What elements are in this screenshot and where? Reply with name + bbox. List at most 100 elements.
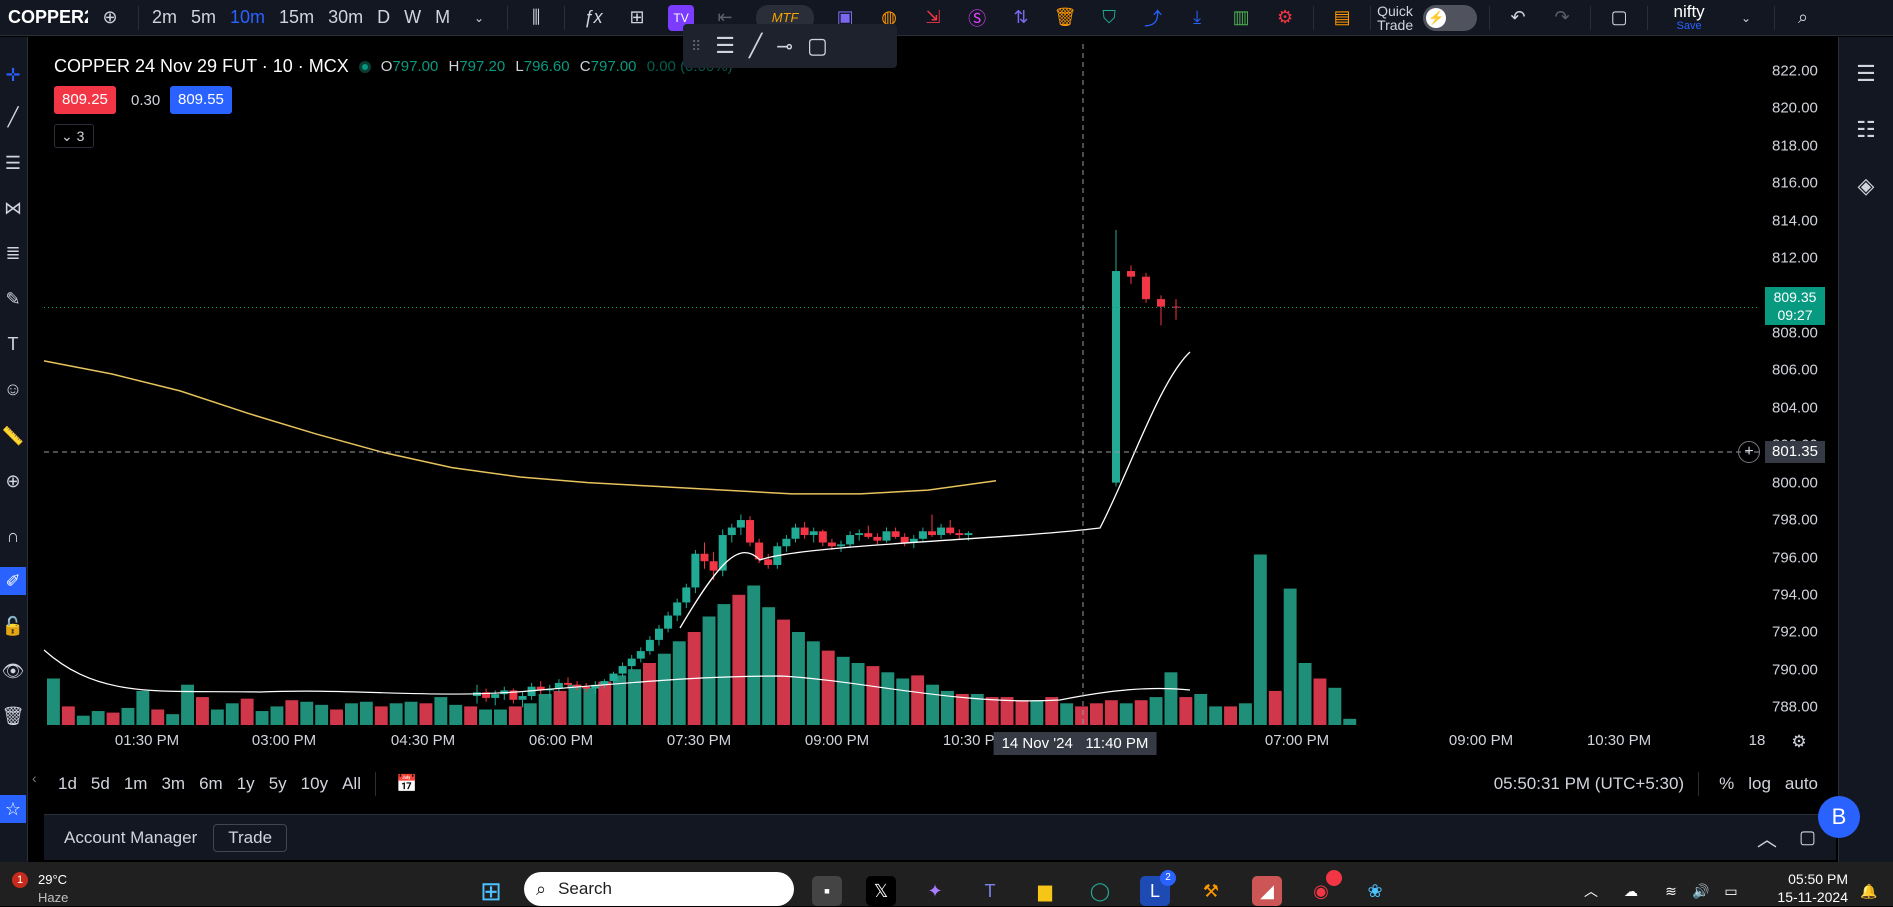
favorites-star-icon[interactable]: ☆: [0, 795, 26, 823]
crosshair-icon[interactable]: ✛: [5, 64, 21, 85]
magnet-icon[interactable]: ∩: [6, 525, 20, 546]
clock-display[interactable]: 05:50:31 PM (UTC+5:30): [1493, 774, 1685, 793]
strategy-icon[interactable]: ◍: [881, 7, 897, 27]
layout-grid-icon[interactable]: ⊞: [629, 7, 645, 27]
text-icon[interactable]: T: [7, 333, 19, 354]
percent-toggle[interactable]: %: [1719, 774, 1735, 793]
range-5y[interactable]: 5y: [268, 774, 287, 793]
trade-tab[interactable]: Trade: [213, 823, 288, 852]
analytics-icon[interactable]: ▣: [836, 7, 854, 27]
alert-icon[interactable]: ⚙: [1277, 7, 1294, 27]
trash-icon[interactable]: 🗑: [1, 705, 25, 726]
watchlist-save[interactable]: Save: [1676, 20, 1702, 32]
notification-bell-icon[interactable]: 🔔: [1860, 882, 1878, 899]
watchlist-selector[interactable]: nifty Save: [1654, 3, 1724, 32]
time-axis[interactable]: 01:30 PM 03:00 PM 04:30 PM 06:00 PM 07:3…: [44, 728, 1828, 756]
sell-button[interactable]: 809.25: [54, 86, 116, 114]
copilot-icon[interactable]: ✦: [927, 880, 943, 901]
emoji-icon[interactable]: ☺: [3, 378, 23, 399]
range-6m[interactable]: 6m: [199, 774, 223, 793]
battery-icon[interactable]: ▭: [1724, 882, 1738, 899]
range-1m[interactable]: 1m: [123, 774, 148, 793]
rectangle-icon[interactable]: ▢: [807, 33, 828, 58]
log-toggle[interactable]: log: [1748, 774, 1771, 793]
search-icon[interactable]: ⌕: [1798, 7, 1809, 27]
chrome-icon[interactable]: ◉ 3: [1306, 870, 1342, 906]
taskbar-search[interactable]: ⌕ Search: [524, 872, 794, 906]
range-1d[interactable]: 1d: [58, 774, 77, 793]
chevron-up-icon[interactable]: ︿: [1756, 829, 1777, 851]
brush-icon[interactable]: ✎: [5, 288, 21, 309]
maximize-icon[interactable]: ▢: [1798, 827, 1816, 847]
timeframe-10m[interactable]: 10m: [230, 7, 266, 27]
chevron-down-icon[interactable]: ⌄: [474, 10, 485, 25]
x-app-icon[interactable]: 𝕏: [866, 876, 896, 906]
exit-icon[interactable]: ⇲: [925, 7, 941, 27]
transfer-icon[interactable]: ⇅: [1013, 7, 1029, 27]
folder-icon[interactable]: ▆: [1038, 880, 1052, 901]
stock-s-icon[interactable]: Ⓢ: [968, 8, 987, 29]
tv-logo-icon[interactable]: TV: [668, 4, 695, 31]
drag-handle-icon[interactable]: ⠿: [691, 37, 702, 54]
windows-start-icon[interactable]: ⊞: [480, 875, 502, 906]
timeframe-d[interactable]: D: [377, 7, 391, 27]
timeframe-m[interactable]: M: [435, 7, 451, 27]
avatar[interactable]: B: [1818, 796, 1860, 838]
system-clock[interactable]: 05:50 PM 15-11-2024: [1754, 870, 1848, 906]
trend-icon[interactable]: ⤴: [1144, 8, 1163, 29]
fullscreen-icon[interactable]: ▢: [1610, 7, 1628, 27]
tradingview-app-icon[interactable]: ◢: [1252, 876, 1282, 906]
timeframe-5m[interactable]: 5m: [191, 7, 217, 27]
timeframe-w[interactable]: W: [404, 7, 422, 27]
alerts-list-icon[interactable]: ☷: [1856, 117, 1876, 142]
line-tool-icon[interactable]: ╱: [749, 33, 763, 58]
horizontal-ray-icon[interactable]: ⊸: [776, 35, 794, 58]
add-symbol-icon[interactable]: ⊕: [102, 7, 118, 27]
add-alert-icon[interactable]: +: [1738, 441, 1760, 463]
fib-icon[interactable]: ≣: [5, 242, 21, 263]
collapse-arrow-icon[interactable]: ‹: [32, 770, 37, 786]
account-manager-tab[interactable]: Account Manager: [64, 827, 198, 847]
timeframe-30m[interactable]: 30m: [328, 7, 364, 27]
calendar-icon[interactable]: 📅: [395, 774, 418, 793]
layers-icon[interactable]: ◈: [1857, 173, 1875, 198]
indicators-icon[interactable]: ƒx: [583, 7, 603, 27]
pattern-icon[interactable]: ⋈: [4, 197, 22, 218]
stay-drawing-icon[interactable]: ✐: [0, 567, 26, 595]
range-1y[interactable]: 1y: [236, 774, 255, 793]
settings-gear-icon[interactable]: ⚙: [1791, 732, 1807, 751]
trend-line-icon[interactable]: ╱: [7, 106, 19, 127]
shield-icon[interactable]: ⛉: [1102, 7, 1116, 27]
cloud-icon[interactable]: ☁: [1624, 882, 1638, 899]
basket-icon[interactable]: 🗑: [1053, 7, 1077, 27]
candle-type-icon[interactable]: ⫼: [531, 7, 541, 27]
weather-widget[interactable]: 1 29°C Haze: [4, 870, 94, 906]
quick-trade-toggle[interactable]: ⚡: [1423, 4, 1478, 31]
watchlist-icon[interactable]: ☰: [1856, 61, 1876, 86]
indicators-collapse[interactable]: ⌄ 3: [54, 124, 94, 148]
teams-icon[interactable]: T: [984, 880, 996, 901]
back-icon[interactable]: ⇤: [717, 7, 733, 27]
timeframe-15m[interactable]: 15m: [279, 7, 315, 27]
range-5d[interactable]: 5d: [90, 774, 110, 793]
range-all[interactable]: All: [342, 774, 361, 793]
undo-icon[interactable]: ↶: [1510, 7, 1526, 27]
volume-icon[interactable]: 🔊: [1692, 882, 1710, 899]
ruler-icon[interactable]: 📏: [1, 425, 25, 446]
refresh-app-icon[interactable]: ◯: [1089, 880, 1111, 901]
range-3m[interactable]: 3m: [161, 774, 186, 793]
timeframe-2m[interactable]: 2m: [152, 7, 178, 27]
chevron-up-icon[interactable]: ︿: [1584, 883, 1598, 899]
download-icon[interactable]: ⤓: [1193, 7, 1202, 27]
buy-button[interactable]: 809.55: [170, 86, 232, 114]
wifi-icon[interactable]: ≋: [1665, 882, 1677, 899]
horizontal-lines-icon[interactable]: ☰: [4, 152, 22, 173]
redo-icon[interactable]: ↷: [1554, 7, 1570, 27]
range-10y[interactable]: 10y: [300, 774, 329, 793]
tools-icon[interactable]: ⚒: [1202, 880, 1220, 901]
lock-icon[interactable]: 🔓: [1, 615, 25, 636]
task-view-icon[interactable]: ▪: [812, 876, 842, 906]
